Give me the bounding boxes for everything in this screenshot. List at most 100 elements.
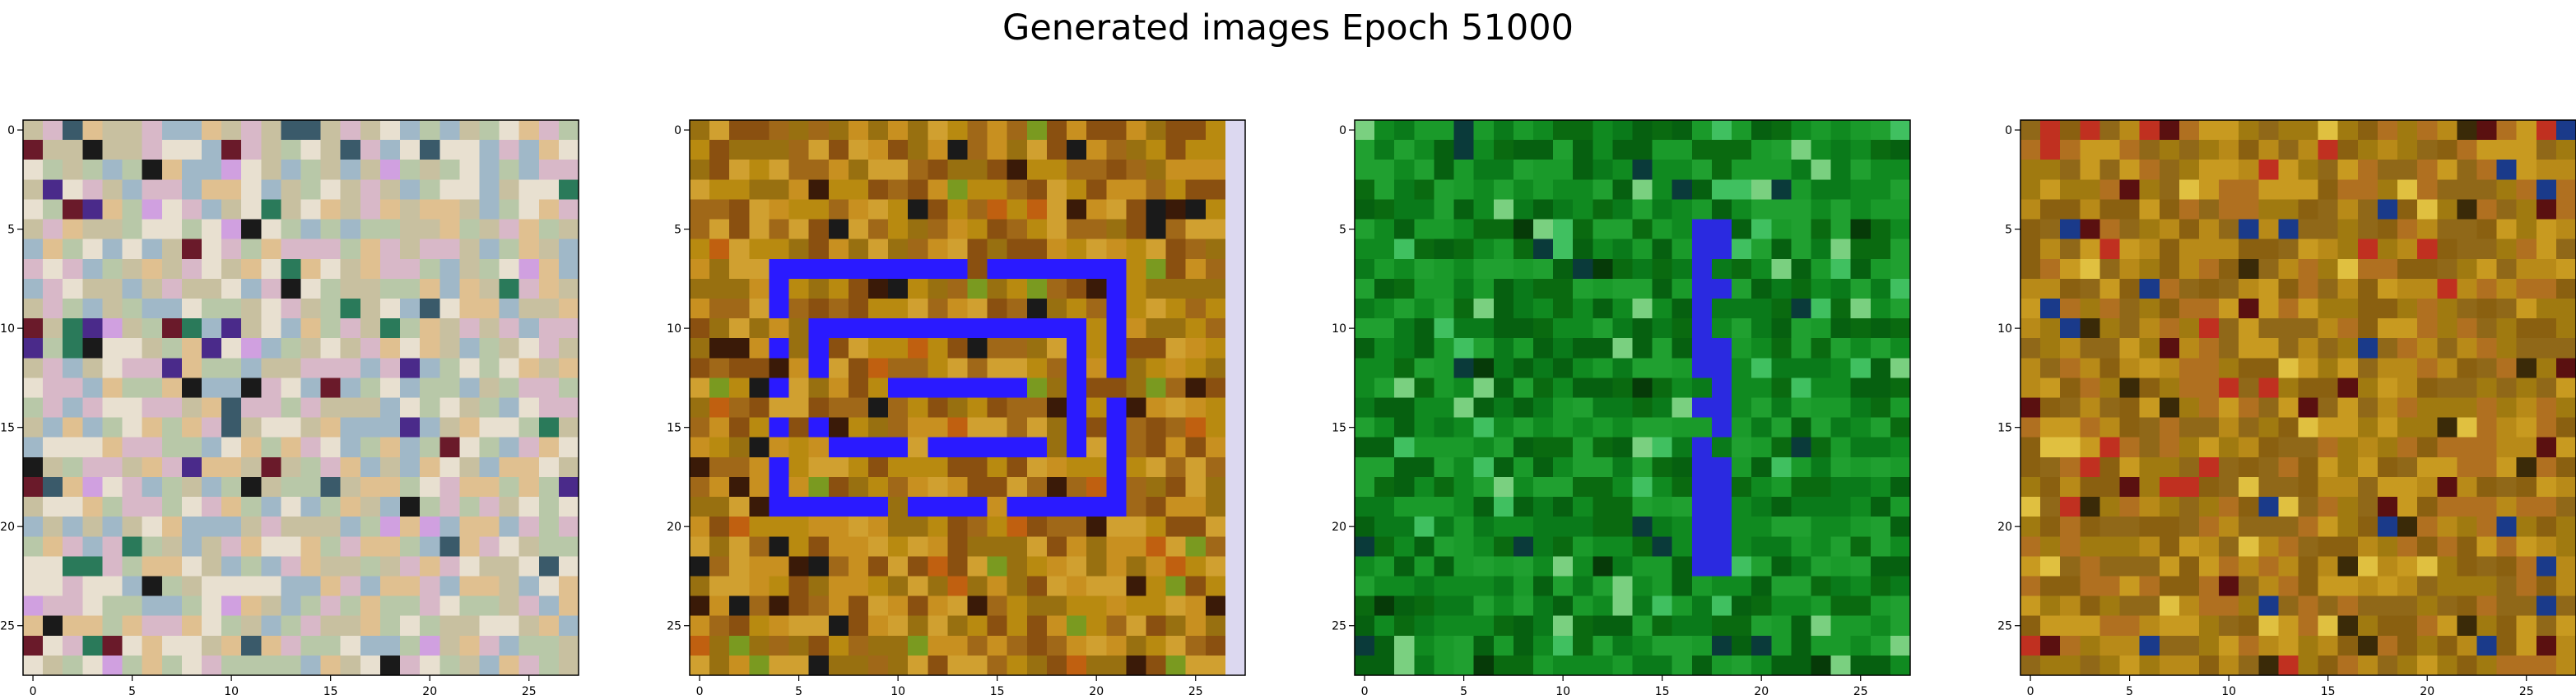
pixel-cell	[2318, 417, 2339, 438]
pixel-cell	[2178, 120, 2200, 141]
pixel-cell	[2020, 456, 2041, 478]
pixel-cell	[102, 397, 123, 419]
pixel-cell	[161, 635, 183, 656]
x-tick-label: 5	[795, 685, 802, 695]
pixel-cell	[888, 258, 909, 280]
pixel-cell	[1612, 298, 1633, 319]
pixel-cell	[2516, 120, 2537, 141]
pixel-cell	[2377, 536, 2398, 557]
pixel-cell	[1106, 338, 1127, 359]
pixel-cell	[1165, 318, 1187, 339]
pixel-cell	[1890, 397, 1911, 419]
pixel-cell	[2219, 239, 2239, 260]
pixel-cell	[2536, 397, 2557, 419]
pixel-cell	[928, 536, 948, 557]
pixel-cell	[1374, 397, 1395, 419]
pixel-cell	[1185, 298, 1207, 319]
pixel-cell	[769, 120, 789, 141]
pixel-cell	[908, 358, 928, 378]
pixel-cell	[82, 536, 103, 557]
pixel-cell	[2357, 318, 2378, 339]
pixel-cell	[439, 497, 460, 517]
pixel-cell	[43, 258, 63, 280]
pixel-cell	[2159, 278, 2180, 299]
pixel-cell	[769, 397, 789, 419]
pixel-cell	[2496, 160, 2518, 180]
pixel-cell	[241, 437, 262, 458]
pixel-cell	[2318, 437, 2339, 458]
pixel-cell	[947, 298, 968, 319]
pixel-cell	[1612, 179, 1633, 200]
pixel-cell	[769, 338, 789, 359]
pixel-cell	[1205, 576, 1226, 596]
pixel-cell	[379, 239, 401, 260]
x-tick-label: 0	[696, 685, 704, 695]
pixel-cell	[1513, 140, 1534, 160]
pixel-cell	[459, 278, 480, 299]
pixel-cell	[709, 576, 730, 596]
x-tick-label: 0	[30, 685, 37, 695]
pixel-cell	[1473, 120, 1495, 141]
pixel-cell	[23, 140, 44, 160]
pixel-cell	[867, 239, 889, 260]
pixel-cell	[499, 318, 520, 339]
pixel-cell	[1573, 536, 1593, 557]
pixel-cell	[1355, 239, 1375, 260]
pixel-cell	[1870, 358, 1891, 378]
pixel-cell	[379, 318, 401, 339]
pixel-cell	[1374, 258, 1395, 280]
pixel-cell	[1185, 517, 1207, 537]
pixel-cell	[1493, 576, 1514, 596]
pixel-cell	[1870, 576, 1891, 596]
pixel-cell	[1046, 497, 1067, 517]
pixel-cell	[2555, 517, 2576, 537]
pixel-cell	[1811, 397, 1831, 419]
pixel-cell	[2219, 219, 2239, 240]
pixel-cell	[788, 318, 810, 339]
pixel-cell	[1185, 239, 1207, 260]
pixel-cell	[1046, 239, 1067, 260]
pixel-cell	[420, 556, 440, 577]
pixel-cell	[2278, 358, 2299, 378]
pixel-cell	[788, 338, 810, 359]
pixel-cell	[1691, 497, 1713, 517]
pixel-cell	[82, 437, 103, 458]
pixel-cell	[828, 536, 849, 557]
pixel-cell	[241, 239, 262, 260]
pixel-cell	[1414, 397, 1434, 419]
pixel-cell	[400, 239, 421, 260]
pixel-cell	[2357, 576, 2378, 596]
pixel-cell	[729, 179, 750, 200]
pixel-cell	[1691, 278, 1713, 299]
pixel-cell	[1434, 298, 1454, 319]
pixel-cell	[320, 140, 342, 160]
pixel-cell	[142, 298, 163, 319]
pixel-cell	[499, 140, 520, 160]
pixel-cell	[1751, 239, 1772, 260]
pixel-cell	[888, 437, 909, 458]
pixel-cell	[2080, 536, 2100, 557]
pixel-cell	[2139, 456, 2160, 478]
pixel-cell	[2219, 298, 2239, 319]
pixel-cell	[2555, 140, 2576, 160]
pixel-cell	[340, 417, 361, 438]
pixel-cell	[1691, 517, 1713, 537]
pixel-cell	[1394, 417, 1415, 438]
pixel-cell	[1890, 278, 1911, 299]
pixel-cell	[2239, 160, 2259, 180]
pixel-cell	[1453, 476, 1475, 498]
pixel-cell	[2139, 199, 2160, 220]
pixel-cell	[1473, 456, 1495, 478]
pixel-cell	[281, 219, 301, 240]
pixel-cell	[2198, 556, 2220, 577]
pixel-cell	[690, 179, 710, 200]
pixel-cell	[161, 556, 183, 577]
pixel-cell	[439, 536, 460, 557]
pixel-cell	[2060, 517, 2081, 537]
pixel-cell	[122, 140, 143, 160]
pixel-cell	[518, 160, 540, 180]
pixel-cell	[2516, 179, 2537, 200]
pixel-cell	[2080, 378, 2100, 398]
pixel-cell	[867, 378, 889, 398]
pixel-cell	[2119, 179, 2141, 200]
